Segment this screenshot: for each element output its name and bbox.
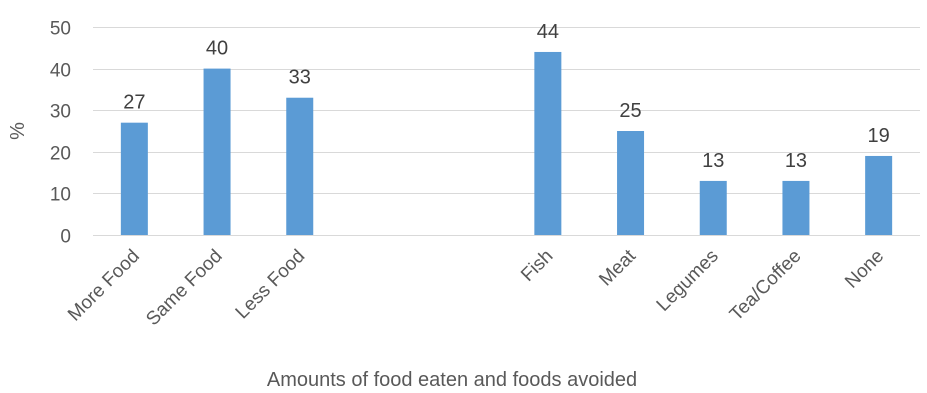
data-label: 19 xyxy=(868,125,890,147)
data-label: 25 xyxy=(619,100,641,122)
y-tick-label: 0 xyxy=(60,227,71,248)
y-tick-label: 30 xyxy=(50,102,71,123)
x-tick-label: Tea/Coffee xyxy=(726,246,806,326)
x-tick-label: More Food xyxy=(64,246,144,326)
data-label: 27 xyxy=(123,92,145,114)
data-label: 33 xyxy=(289,67,311,89)
gridlines xyxy=(93,27,920,236)
bar-tea-coffee xyxy=(782,180,810,235)
y-axis-title: % xyxy=(7,122,29,140)
y-tick-label: 20 xyxy=(50,144,71,165)
x-tick-label: Less Food xyxy=(232,246,310,324)
x-tick-label: Legumes xyxy=(653,246,723,316)
x-tick-label: Fish xyxy=(517,246,557,286)
data-label: 13 xyxy=(785,150,807,172)
x-tick-label: None xyxy=(841,246,888,293)
bar-more-food xyxy=(120,122,148,235)
y-axis-ticks: 0 10 20 30 40 50 xyxy=(50,19,71,248)
data-label: 13 xyxy=(702,150,724,172)
bar-same-food xyxy=(203,68,231,235)
bar-less-food xyxy=(286,97,314,235)
y-tick-label: 50 xyxy=(50,19,71,40)
x-tick-label: Same Food xyxy=(142,246,226,330)
y-tick-label: 10 xyxy=(50,185,71,206)
data-label: 40 xyxy=(206,38,228,60)
data-labels: 27 40 33 44 25 13 13 19 xyxy=(123,21,890,172)
data-label: 44 xyxy=(537,21,559,43)
bar-meat xyxy=(617,131,645,235)
y-tick-label: 40 xyxy=(50,61,71,82)
bar-none xyxy=(865,155,893,235)
x-axis-title: Amounts of food eaten and foods avoided xyxy=(267,369,637,391)
bar-legumes xyxy=(699,180,727,235)
bar-fish xyxy=(534,51,562,236)
bars xyxy=(120,51,893,236)
x-tick-label: Meat xyxy=(595,245,640,290)
